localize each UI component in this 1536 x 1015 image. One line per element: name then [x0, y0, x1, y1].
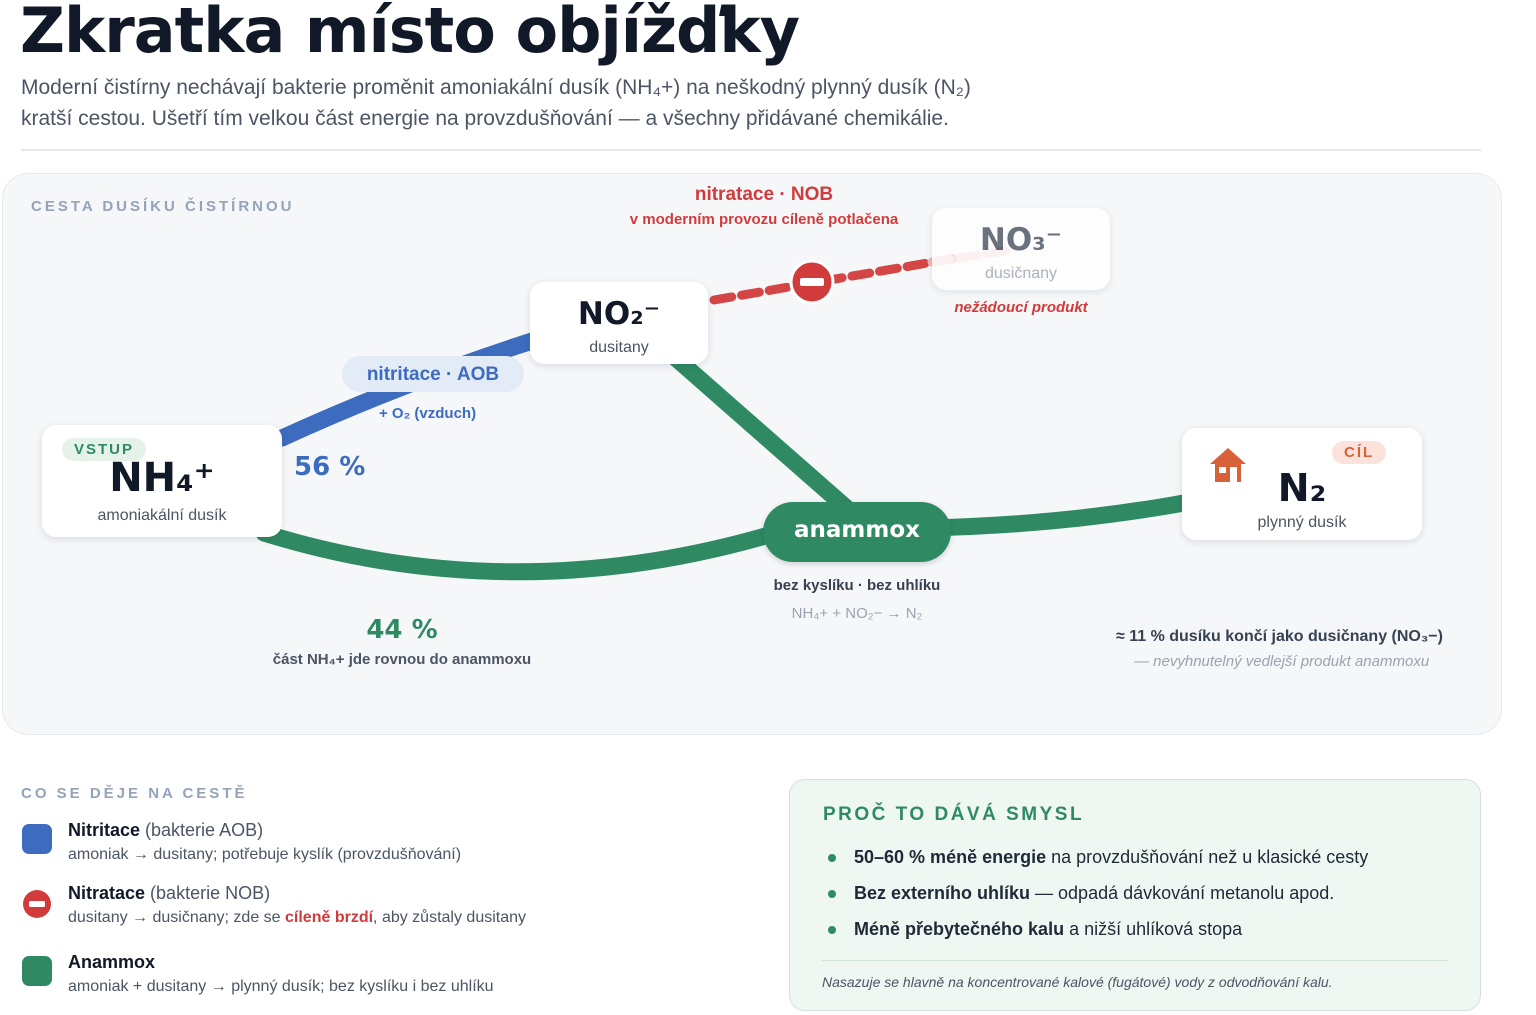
byproduct-note: ≈ 11 % dusíku končí jako dusičnany (NO₃−… [1116, 628, 1443, 645]
legend-title: CO SE DĚJE NA CESTĚ [21, 785, 248, 802]
why-box: PROČ TO DÁVÁ SMYSL 50–60 % méně energie … [789, 779, 1481, 1011]
header-divider [21, 149, 1481, 151]
subtitle-line-1: Moderní čistírny nechávají bakterie prom… [21, 76, 971, 99]
anammox-to-n2-path [918, 494, 1193, 537]
node-nh4: VSTUP NH₄⁺ amoniakální dusík [42, 425, 282, 537]
nh4-formula: NH₄⁺ [109, 455, 215, 501]
byproduct-subnote: — nevyhnutelný vedlejší produkt anammoxu [1134, 653, 1430, 670]
direct-flow-path [255, 519, 801, 581]
blocked-icon [23, 890, 51, 918]
anammox-equation: NH₄+ + NO₂− → N₂ [791, 605, 923, 622]
nitritation-share: 56 % [294, 452, 366, 482]
why-bullet-3: Méně přebytečného kalu a nižší uhlíková … [828, 919, 1242, 940]
green-square-icon [22, 956, 52, 986]
no2-label: dusitany [589, 339, 649, 356]
legend-name: Nitratace (bakterie NOB) [68, 883, 271, 903]
why-divider [822, 960, 1448, 961]
page-title: Zkratka místo objížďky [20, 0, 800, 67]
direct-share: 44 % [366, 615, 438, 645]
anammox-note: bez kyslíku · bez uhlíku [773, 577, 941, 594]
nitratation-dashed-path [709, 252, 967, 305]
legend-name: Anammox [68, 952, 156, 972]
no2-formula: NO₂⁻ [577, 296, 661, 332]
node-no3: NO₃⁻ dusičnany [932, 208, 1110, 290]
goal-badge: CÍL [1332, 441, 1387, 464]
no3-formula: NO₃⁻ [979, 222, 1063, 258]
direct-note: část NH₄+ jde rovnou do anammoxu [272, 651, 532, 668]
legend-desc: amoniak + dusitany → plynný dusík; bez k… [68, 978, 494, 995]
input-badge: VSTUP [62, 438, 147, 461]
no3-note: nežádoucí produkt [954, 299, 1088, 316]
why-title: PROČ TO DÁVÁ SMYSL [823, 804, 1085, 825]
n2-label: plynný dusík [1257, 514, 1347, 531]
anammox-label: anammox [794, 517, 920, 543]
no2-to-anammox-path [661, 344, 859, 520]
nh4-label: amoniakální dusík [97, 507, 227, 524]
n2-formula: N₂ [1277, 466, 1327, 510]
why-bullet-1: 50–60 % méně energie na provzdušňování n… [828, 847, 1368, 868]
no3-label: dusičnany [984, 265, 1058, 282]
diagram-section-label: CESTA DUSÍKU ČISTÍRNOU [31, 198, 295, 215]
why-bullet-2: Bez externího uhlíku — odpadá dávkování … [828, 883, 1334, 904]
nitritation-label: nitritace · AOB [366, 364, 500, 385]
nitritation-pill: nitritace · AOB [342, 356, 524, 392]
legend-desc: amoniak → dusitany; potřebuje kyslík (pr… [68, 846, 462, 863]
why-footnote: Nasazuje se hlavně na koncentrované kalo… [822, 974, 1333, 990]
page-subtitle: Moderní čistírny nechávají bakterie prom… [21, 72, 1141, 134]
node-n2: CÍL N₂ plynný dusík [1182, 428, 1422, 540]
nitratation-note: v moderním provozu cíleně potlačena [629, 211, 899, 228]
node-anammox: anammox [763, 502, 951, 562]
blocked-icon [789, 259, 835, 305]
legend-name: Nitritace (bakterie AOB) [68, 820, 264, 840]
nitratation-label: nitratace · NOB [694, 184, 834, 205]
subtitle-line-2: kratší cestou. Ušetří tím velkou část en… [21, 107, 949, 130]
nitritation-note: + O₂ (vzduch) [379, 405, 477, 422]
house-icon [1210, 448, 1246, 482]
legend-desc: dusitany → dusičnany; zde se cíleně brzd… [68, 909, 527, 926]
node-no2: NO₂⁻ dusitany [530, 282, 708, 364]
blue-square-icon [22, 824, 52, 854]
